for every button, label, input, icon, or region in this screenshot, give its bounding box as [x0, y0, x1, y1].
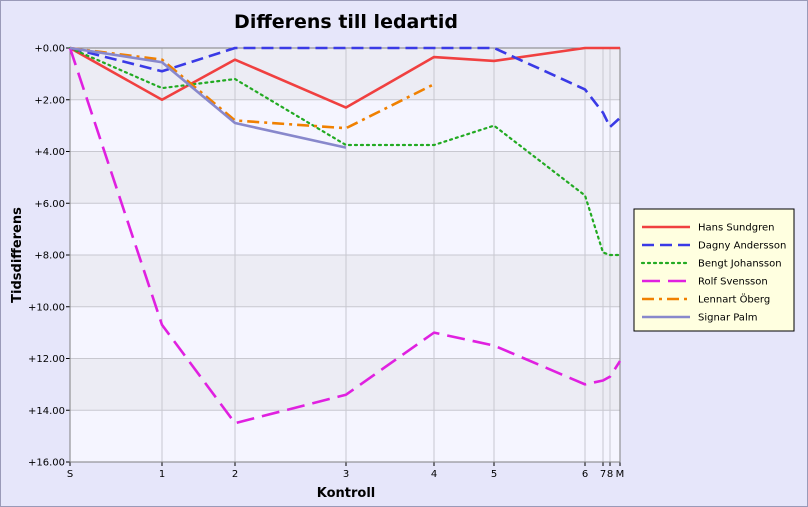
- x-tick-label: M: [616, 469, 625, 480]
- legend-label: Bengt Johansson: [698, 259, 782, 270]
- plot-band: [70, 203, 620, 255]
- series-line-4: [68, 47, 622, 425]
- y-axis-label: Tidsdifferens: [10, 207, 25, 303]
- x-tick-label: 5: [491, 469, 497, 480]
- x-tick-label: 4: [431, 469, 437, 480]
- plot-area: +0.00 +2.00 +4.00 +6.00 +8.00 +10.00 +12.00 +14…: [28, 44, 624, 481]
- y-tick-label: +12.00: [28, 354, 65, 365]
- series-line-6: [69, 46, 347, 149]
- y-tick-label: +10.00: [28, 302, 65, 313]
- y-tick-label: +4.00: [34, 147, 65, 158]
- x-tick-label: 1: [159, 469, 165, 480]
- y-tick-label: +6.00: [34, 199, 65, 210]
- x-tick-label: 6: [582, 469, 588, 480]
- x-axis-label: Kontroll: [317, 486, 376, 501]
- y-tick-label: +8.00: [34, 251, 65, 262]
- y-tick-label: +14.00: [28, 406, 65, 417]
- series-line-3: [68, 46, 622, 257]
- x-tick-label: S: [67, 469, 73, 480]
- legend: Hans Sundgren Dagny Andersson Bengt Johans…: [633, 208, 795, 332]
- legend-label: Signar Palm: [698, 313, 757, 324]
- y-tick-label: +2.00: [34, 95, 65, 106]
- plot-band: [70, 410, 620, 462]
- legend-label: Lennart Öberg: [698, 293, 770, 306]
- y-tick-label: +16.00: [28, 458, 65, 469]
- x-tick-label: 3: [343, 469, 349, 480]
- series-line-5: [69, 46, 435, 130]
- legend-label: Hans Sundgren: [698, 223, 774, 234]
- series-line-2: [69, 46, 621, 129]
- legend-label: Rolf Svensson: [698, 277, 768, 288]
- legend-label: Dagny Andersson: [698, 241, 786, 252]
- legend-box: [633, 208, 795, 332]
- chart-title: Differens till ledartid: [234, 11, 458, 33]
- series-line-1: [69, 46, 620, 109]
- y-tick-label: +0.00: [34, 44, 65, 55]
- plot-band: [70, 358, 620, 411]
- x-tick-label: 2: [232, 469, 238, 480]
- x-tick-label: 7: [600, 469, 606, 480]
- x-tick-label: 8: [607, 469, 613, 480]
- plot-band: [70, 306, 620, 359]
